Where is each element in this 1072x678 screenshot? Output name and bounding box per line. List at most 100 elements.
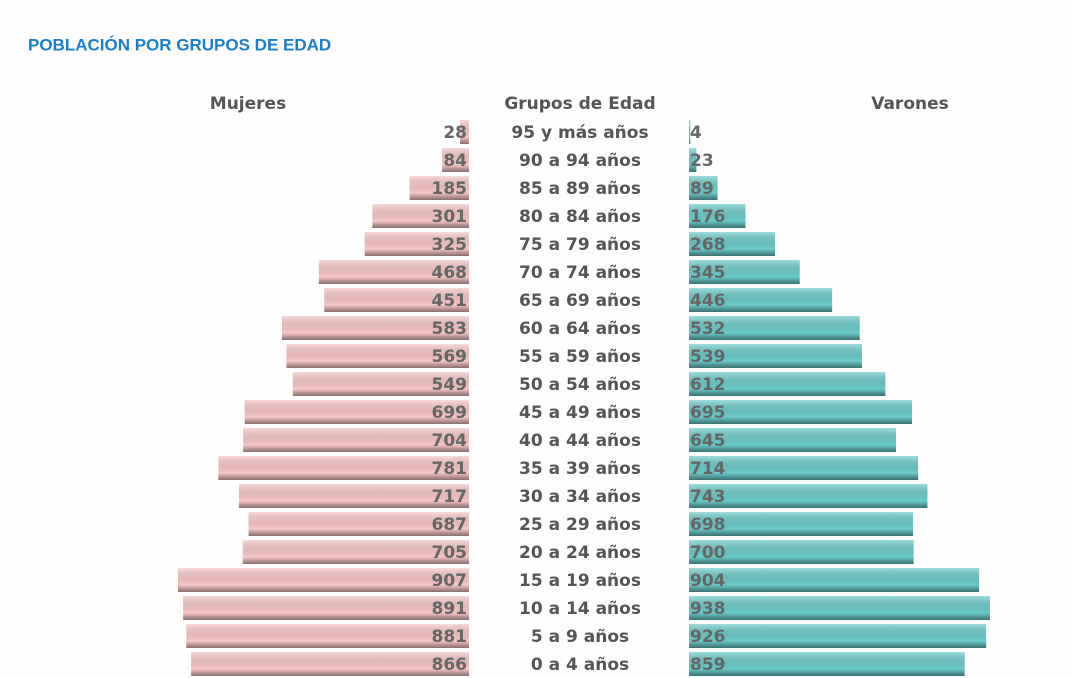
value-label: 866 bbox=[432, 655, 468, 675]
value-label: 549 bbox=[432, 375, 468, 395]
category-label: 90 a 94 años bbox=[519, 151, 641, 171]
value-label: 325 bbox=[432, 235, 468, 255]
bar-shade bbox=[186, 624, 469, 648]
value-label: 539 bbox=[690, 347, 726, 367]
category-label: 45 a 49 años bbox=[519, 403, 641, 423]
bar-shade bbox=[689, 428, 896, 452]
value-label: 938 bbox=[690, 599, 726, 619]
bar-shade bbox=[689, 288, 833, 312]
category-label: 55 a 59 años bbox=[519, 347, 641, 367]
bar-shade bbox=[409, 176, 469, 200]
category-label: 35 a 39 años bbox=[519, 459, 641, 479]
category-label: 70 a 74 años bbox=[519, 263, 641, 283]
bar-shade bbox=[689, 624, 987, 648]
category-label: 25 a 29 años bbox=[519, 515, 641, 535]
category-label: 75 a 79 años bbox=[519, 235, 641, 255]
category-label: 5 a 9 años bbox=[531, 627, 629, 647]
value-label: 176 bbox=[690, 207, 726, 227]
value-label: 907 bbox=[432, 571, 468, 591]
bar-shade bbox=[318, 260, 469, 284]
value-label: 532 bbox=[690, 319, 726, 339]
value-label: 446 bbox=[690, 291, 726, 311]
value-label: 714 bbox=[690, 459, 726, 479]
bar-shade bbox=[689, 400, 913, 424]
category-header: Grupos de Edad bbox=[504, 94, 655, 114]
value-label: 345 bbox=[690, 263, 726, 283]
value-label: 268 bbox=[690, 235, 726, 255]
value-label: 781 bbox=[432, 459, 468, 479]
chart-title: POBLACIÓN POR GRUPOS DE EDAD bbox=[28, 35, 331, 54]
category-label: 80 a 84 años bbox=[519, 207, 641, 227]
bar-shade bbox=[689, 344, 862, 368]
bar-shade bbox=[689, 372, 886, 396]
bar-shade bbox=[689, 120, 691, 144]
bar-shade bbox=[191, 652, 469, 676]
value-label: 705 bbox=[432, 543, 468, 563]
value-label: 904 bbox=[690, 571, 726, 591]
value-label: 698 bbox=[690, 515, 726, 535]
value-label: 687 bbox=[432, 515, 468, 535]
bar-shade bbox=[689, 260, 800, 284]
bar-shade bbox=[244, 400, 469, 424]
value-label: 4 bbox=[690, 123, 702, 143]
value-label: 695 bbox=[690, 403, 726, 423]
value-label: 569 bbox=[432, 347, 468, 367]
value-label: 891 bbox=[432, 599, 468, 619]
value-label: 23 bbox=[690, 151, 714, 171]
category-label: 10 a 14 años bbox=[519, 599, 641, 619]
category-label: 30 a 34 años bbox=[519, 487, 641, 507]
bar-shade bbox=[689, 456, 919, 480]
value-label: 717 bbox=[432, 487, 468, 507]
value-label: 301 bbox=[432, 207, 468, 227]
category-label: 0 a 4 años bbox=[531, 655, 629, 675]
bar-shade bbox=[372, 204, 469, 228]
value-label: 881 bbox=[432, 627, 468, 647]
value-label: 468 bbox=[432, 263, 468, 283]
bar-shade bbox=[460, 120, 469, 144]
value-label: 700 bbox=[690, 543, 726, 563]
bar-shade bbox=[286, 344, 469, 368]
value-label: 84 bbox=[443, 151, 467, 171]
bar-shade bbox=[689, 176, 718, 200]
bar-shade bbox=[218, 456, 469, 480]
value-label: 926 bbox=[690, 627, 726, 647]
bar-shade bbox=[689, 204, 746, 228]
category-label: 40 a 44 años bbox=[519, 431, 641, 451]
value-label: 185 bbox=[432, 179, 468, 199]
value-label: 645 bbox=[690, 431, 726, 451]
value-label: 451 bbox=[432, 291, 468, 311]
bar-shade bbox=[242, 540, 469, 564]
category-label: 50 a 54 años bbox=[519, 375, 641, 395]
category-label: 15 a 19 años bbox=[519, 571, 641, 591]
bar-shade bbox=[281, 316, 469, 340]
value-label: 704 bbox=[432, 431, 468, 451]
value-label: 28 bbox=[443, 123, 467, 143]
category-label: 95 y más años bbox=[511, 123, 648, 143]
bar-shade bbox=[689, 512, 913, 536]
bar-shade bbox=[689, 316, 860, 340]
value-label: 859 bbox=[690, 655, 726, 675]
bar-shade bbox=[689, 484, 928, 508]
bar-shade bbox=[238, 484, 469, 508]
bar-shade bbox=[243, 428, 469, 452]
value-label: 699 bbox=[432, 403, 468, 423]
bar-shade bbox=[248, 512, 469, 536]
value-label: 612 bbox=[690, 375, 726, 395]
bar-shade bbox=[689, 540, 914, 564]
bar-shade bbox=[183, 596, 469, 620]
bar-shade bbox=[364, 232, 469, 256]
value-label: 583 bbox=[432, 319, 468, 339]
bar-shade bbox=[292, 372, 469, 396]
bar-shade bbox=[442, 148, 469, 172]
value-label: 743 bbox=[690, 487, 726, 507]
series-header: Varones bbox=[871, 94, 949, 114]
category-label: 65 a 69 años bbox=[519, 291, 641, 311]
bar-shade bbox=[689, 148, 697, 172]
bar-shade bbox=[689, 596, 990, 620]
value-label: 89 bbox=[690, 179, 714, 199]
bar-shade bbox=[177, 568, 469, 592]
category-label: 60 a 64 años bbox=[519, 319, 641, 339]
bar-shade bbox=[689, 652, 965, 676]
bar-shade bbox=[324, 288, 469, 312]
